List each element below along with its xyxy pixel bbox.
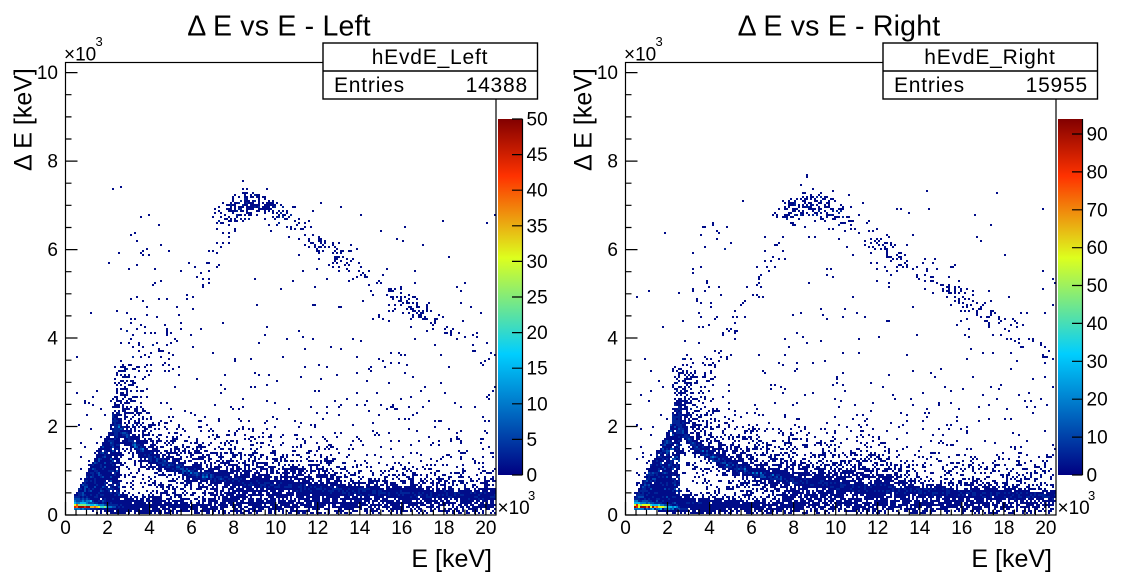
svg-text:15: 15 bbox=[527, 359, 548, 380]
svg-text:45: 45 bbox=[527, 145, 548, 166]
svg-text:60: 60 bbox=[1087, 238, 1108, 259]
svg-text:0: 0 bbox=[527, 466, 538, 487]
svg-text:14: 14 bbox=[349, 518, 371, 539]
svg-text:3: 3 bbox=[528, 488, 535, 503]
svg-text:hEvdE_Left: hEvdE_Left bbox=[372, 46, 489, 69]
svg-text:3: 3 bbox=[1088, 488, 1095, 503]
svg-text:0: 0 bbox=[60, 518, 71, 539]
svg-text:10: 10 bbox=[265, 518, 286, 539]
svg-text:16: 16 bbox=[951, 518, 972, 539]
svg-text:50: 50 bbox=[527, 110, 548, 131]
svg-text:15955: 15955 bbox=[1026, 74, 1088, 97]
svg-text:10: 10 bbox=[597, 63, 618, 84]
svg-text:Entries: Entries bbox=[894, 74, 965, 97]
svg-text:4: 4 bbox=[607, 329, 618, 350]
svg-text:×10: ×10 bbox=[64, 45, 96, 66]
svg-text:0: 0 bbox=[620, 518, 631, 539]
svg-text:18: 18 bbox=[433, 518, 454, 539]
svg-text:8: 8 bbox=[47, 152, 58, 173]
svg-text:Δ E [keV]: Δ E [keV] bbox=[10, 68, 38, 171]
svg-text:18: 18 bbox=[993, 518, 1014, 539]
svg-text:6: 6 bbox=[746, 518, 757, 539]
svg-text:10: 10 bbox=[37, 63, 58, 84]
svg-text:0: 0 bbox=[47, 506, 58, 527]
svg-text:2: 2 bbox=[662, 518, 673, 539]
svg-text:20: 20 bbox=[475, 518, 496, 539]
svg-text:4: 4 bbox=[144, 518, 155, 539]
svg-text:10: 10 bbox=[527, 394, 548, 415]
svg-text:50: 50 bbox=[1087, 276, 1108, 297]
svg-text:10: 10 bbox=[1087, 428, 1108, 449]
svg-text:6: 6 bbox=[47, 240, 58, 261]
svg-text:8: 8 bbox=[607, 152, 618, 173]
svg-text:20: 20 bbox=[527, 323, 548, 344]
svg-text:2: 2 bbox=[607, 417, 618, 438]
svg-text:40: 40 bbox=[1087, 314, 1108, 335]
svg-text:30: 30 bbox=[527, 252, 548, 273]
svg-text:10: 10 bbox=[825, 518, 846, 539]
svg-text:Δ E vs E - Left: Δ E vs E - Left bbox=[187, 11, 371, 43]
svg-text:30: 30 bbox=[1087, 352, 1108, 373]
svg-text:14: 14 bbox=[909, 518, 931, 539]
svg-text:2: 2 bbox=[47, 417, 58, 438]
svg-text:0: 0 bbox=[1087, 466, 1098, 487]
svg-text:12: 12 bbox=[867, 518, 888, 539]
svg-text:16: 16 bbox=[391, 518, 412, 539]
svg-text:6: 6 bbox=[607, 240, 618, 261]
svg-text:0: 0 bbox=[607, 506, 618, 527]
svg-text:14388: 14388 bbox=[466, 74, 528, 97]
svg-text:Δ E [keV]: Δ E [keV] bbox=[570, 68, 598, 171]
svg-text:Entries: Entries bbox=[334, 74, 405, 97]
svg-text:80: 80 bbox=[1087, 162, 1108, 183]
svg-text:E [keV]: E [keV] bbox=[971, 545, 1052, 573]
svg-text:6: 6 bbox=[186, 518, 197, 539]
svg-text:70: 70 bbox=[1087, 200, 1108, 221]
svg-text:25: 25 bbox=[527, 288, 548, 309]
svg-text:5: 5 bbox=[527, 430, 538, 451]
svg-text:Δ E vs E - Right: Δ E vs E - Right bbox=[738, 11, 941, 43]
svg-text:×10: ×10 bbox=[498, 498, 530, 519]
svg-text:20: 20 bbox=[1087, 390, 1108, 411]
svg-text:E [keV]: E [keV] bbox=[411, 545, 492, 573]
svg-text:8: 8 bbox=[228, 518, 239, 539]
svg-text:35: 35 bbox=[527, 216, 548, 237]
svg-text:40: 40 bbox=[527, 181, 548, 202]
svg-text:4: 4 bbox=[704, 518, 715, 539]
svg-text:2: 2 bbox=[102, 518, 113, 539]
svg-text:3: 3 bbox=[656, 34, 663, 49]
svg-text:20: 20 bbox=[1035, 518, 1056, 539]
svg-text:4: 4 bbox=[47, 329, 58, 350]
svg-text:hEvdE_Right: hEvdE_Right bbox=[924, 46, 1055, 69]
svg-text:×10: ×10 bbox=[1058, 498, 1090, 519]
svg-text:90: 90 bbox=[1087, 125, 1108, 146]
svg-text:×10: ×10 bbox=[624, 45, 656, 66]
svg-text:3: 3 bbox=[96, 34, 103, 49]
svg-text:12: 12 bbox=[307, 518, 328, 539]
svg-text:8: 8 bbox=[788, 518, 799, 539]
